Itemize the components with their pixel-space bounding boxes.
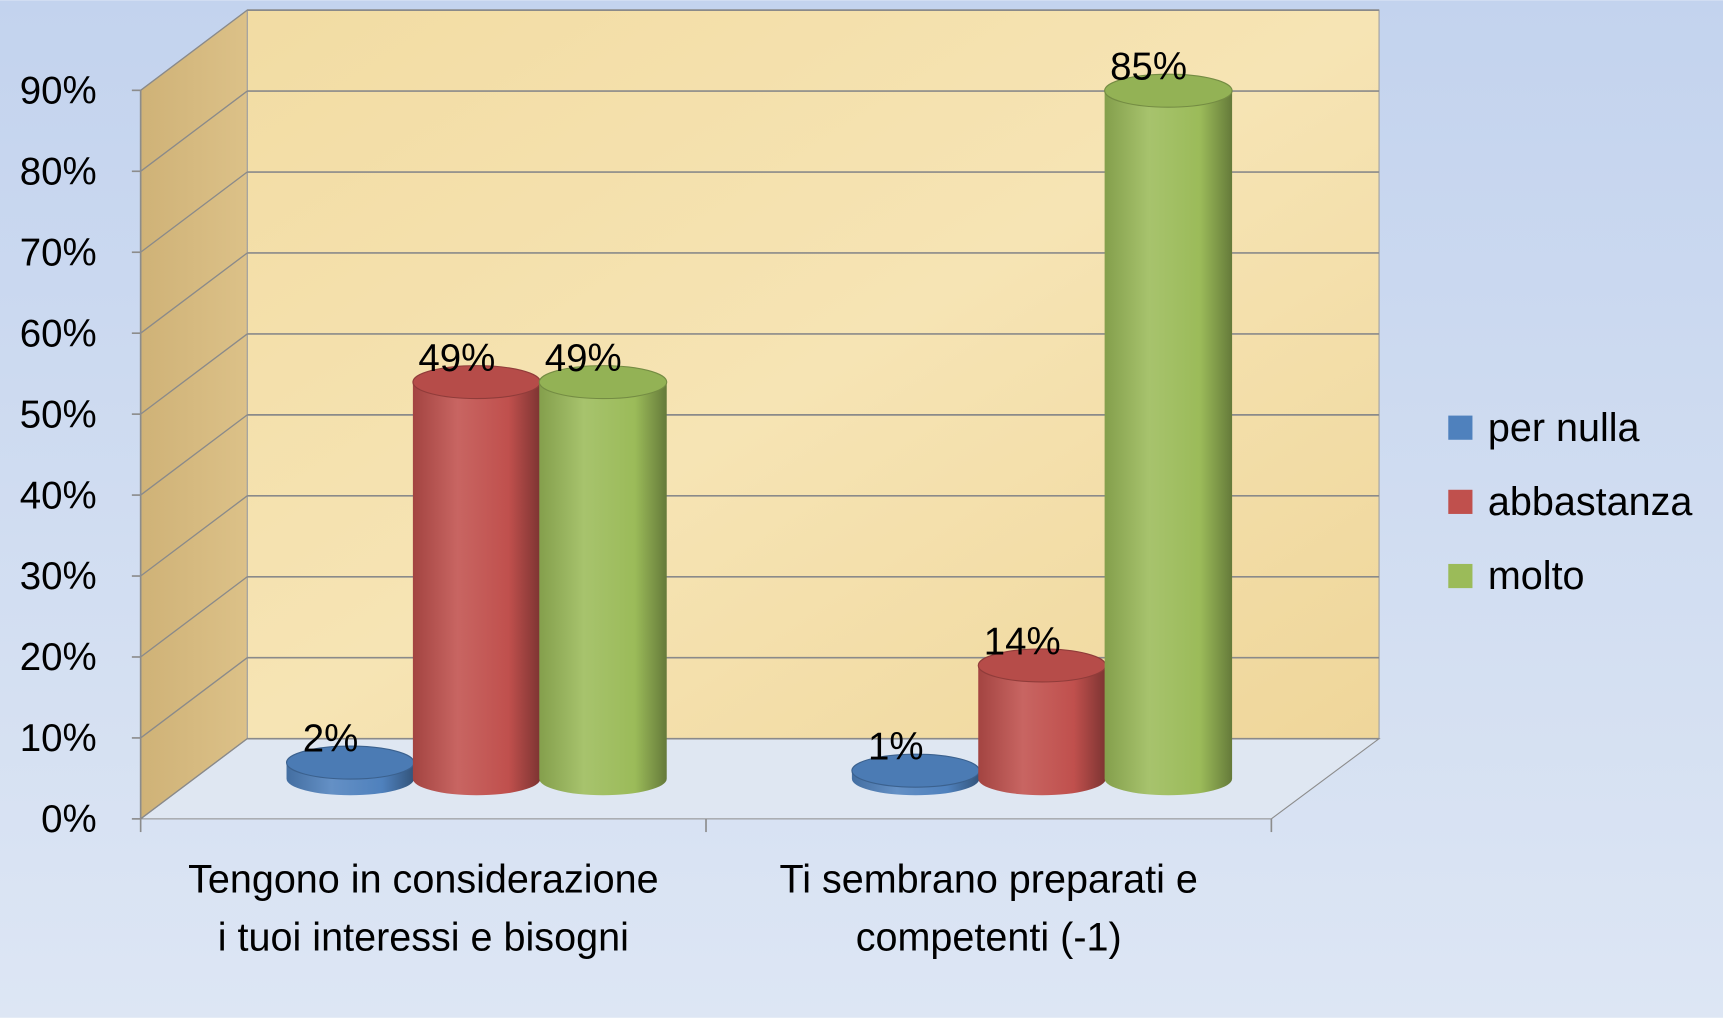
y-tick-label: 90%	[20, 70, 97, 113]
cylinder	[1104, 90, 1233, 796]
grid-line	[140, 738, 248, 820]
grid-line	[140, 9, 248, 91]
x-tick-label: Ti sembrano preparati e competenti (-1)	[780, 857, 1198, 959]
grid-line	[140, 414, 248, 496]
grid-line	[140, 576, 248, 658]
cylinder-top	[538, 365, 668, 400]
grid-line	[140, 90, 248, 172]
grid-line	[140, 252, 248, 334]
legend-label: per nulla	[1488, 406, 1640, 450]
cylinder	[851, 770, 980, 796]
data-label: 14%	[984, 620, 1061, 663]
y-tick-label: 20%	[20, 636, 97, 679]
data-label: 2%	[303, 718, 359, 761]
data-label: 1%	[868, 726, 924, 769]
y-tick-label: 30%	[20, 555, 97, 598]
legend-swatch	[1448, 563, 1473, 589]
legend-label: abbastanza	[1488, 480, 1692, 524]
y-tick-label: 60%	[20, 312, 97, 355]
grid-line	[140, 171, 248, 253]
cylinder	[978, 665, 1106, 796]
x-tick-label: Tengono in considerazione i tuoi interess…	[188, 857, 659, 959]
data-label: 49%	[545, 337, 622, 380]
cylinder	[539, 382, 667, 796]
y-tick-label: 70%	[20, 231, 97, 274]
legend-swatch	[1448, 489, 1473, 514]
grid-line	[140, 657, 248, 739]
cylinder	[412, 382, 541, 796]
legend-swatch	[1448, 415, 1473, 440]
grid-line	[140, 495, 248, 577]
data-label: 85%	[1110, 46, 1187, 89]
grid-line	[140, 333, 248, 415]
y-tick-label: 0%	[41, 798, 97, 841]
y-tick-label: 40%	[20, 474, 97, 517]
y-tick-label: 80%	[20, 150, 97, 193]
cylinder	[286, 762, 414, 796]
y-tick-label: 10%	[20, 717, 97, 760]
cylinder-top	[1104, 73, 1233, 108]
y-tick-label: 50%	[20, 393, 97, 436]
legend-label: molto	[1488, 554, 1585, 598]
data-label: 49%	[418, 337, 495, 380]
